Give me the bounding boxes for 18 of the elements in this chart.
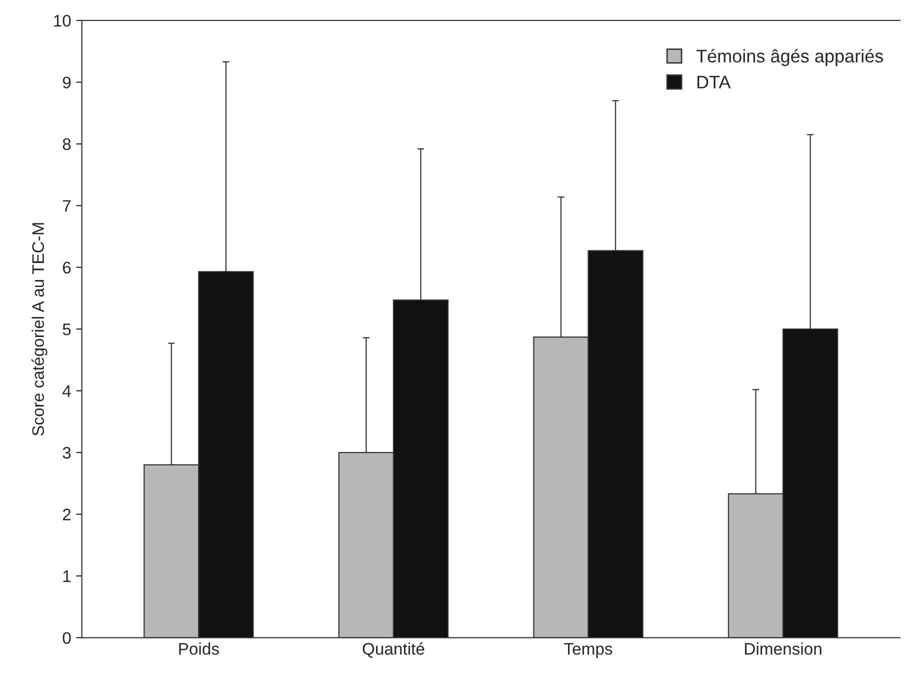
x-tick-label: Temps <box>564 643 612 658</box>
y-tick-label: 7 <box>62 200 71 212</box>
y-tick-label: 1 <box>63 570 71 582</box>
y-tick-label: 3 <box>62 446 71 459</box>
y-tick-label: 10 <box>54 14 71 27</box>
y-tick-label: 5 <box>62 324 71 336</box>
legend-label: Témoins âgés appariés <box>696 49 884 66</box>
y-tick-label: 9 <box>62 76 71 88</box>
legend-label: DTA <box>697 76 731 88</box>
y-tick-label: 4 <box>62 385 71 397</box>
x-tick-label: Dimension <box>745 642 822 655</box>
y-tick-label: 0 <box>62 632 71 644</box>
y-tick-label: 8 <box>62 138 71 150</box>
y-tick-label: 6 <box>62 262 71 274</box>
y-tick-label: 2 <box>62 508 71 520</box>
y-axis-title: Score catégoriel A au TEC-M <box>32 223 48 436</box>
x-tick-label: Quantité <box>362 642 424 658</box>
x-tick-label: Poids <box>179 642 219 655</box>
